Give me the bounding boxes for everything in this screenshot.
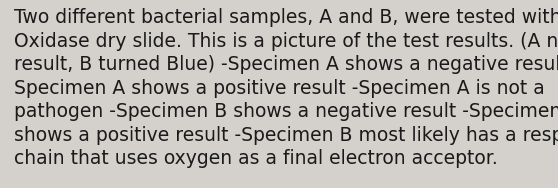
Text: Two different bacterial samples, A and B, were tested with an
Oxidase dry slide.: Two different bacterial samples, A and B… — [14, 8, 558, 168]
